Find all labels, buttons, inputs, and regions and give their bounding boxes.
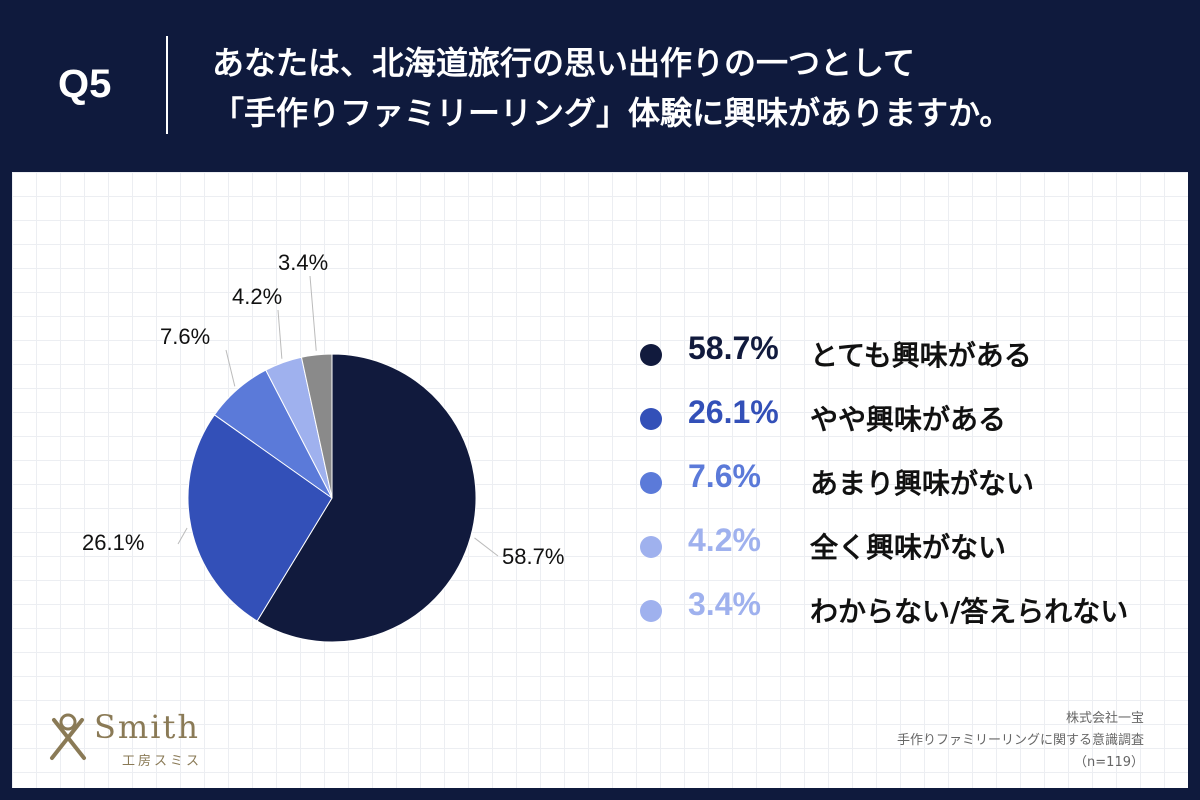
header: Q5 あなたは、北海道旅行の思い出作りの一つとして 「手作りファミリーリング」体… [0,0,1200,170]
leader-line-4 [277,309,283,359]
legend-label: やや興味がある [810,403,1007,436]
chart-panel: 58.7% 26.1% 7.6% 4.2% 3.4% 58.7% とても興味がある 26.1… [12,172,1188,788]
question-number: Q5 [58,62,112,106]
brand-logo: Smith 工房スミス [46,708,246,778]
crossed-tools-icon [50,713,86,760]
source-survey: 手作りファミリーリングに関する意識調査 [896,733,1144,748]
slice-label-1: 58.7% [502,544,564,569]
legend-label: 全く興味がない [810,531,1007,564]
leader-line-1 [474,537,499,557]
legend-percent: 3.4% [688,586,761,622]
slice-label-3: 7.6% [160,324,210,349]
header-divider [166,36,168,134]
legend-percent: 7.6% [688,458,761,494]
pie-chart: 58.7% 26.1% 7.6% 4.2% 3.4% [82,250,564,643]
logo-wordmark: Smith [94,708,200,746]
pie-slice-5 [300,353,333,499]
pie-slice-1 [256,353,477,643]
pie-slice-2 [187,414,333,622]
leader-line-2 [177,527,188,545]
source-sample: （n=119） [1074,755,1144,770]
legend-dot-icon [640,344,662,366]
logo-subtitle: 工房スミス [122,754,203,769]
legend-dot-icon [640,408,662,430]
legend-label: わからない/答えられない [810,595,1129,628]
slice-label-2: 26.1% [82,530,144,555]
legend-percent: 26.1% [688,394,779,430]
legend-percent: 58.7% [688,330,779,366]
legend-dot-icon [640,600,662,622]
slice-label-4: 4.2% [232,284,282,309]
title-line-2: 「手作りファミリーリング」体験に興味がありますか。 [212,94,1012,132]
question-title: あなたは、北海道旅行の思い出作りの一つとして 「手作りファミリーリング」体験に興… [212,38,1011,138]
leader-line-3 [225,349,236,387]
slice-label-5: 3.4% [278,250,328,275]
title-line-1: あなたは、北海道旅行の思い出作りの一つとして [212,44,916,82]
legend-label: あまり興味がない [810,467,1035,500]
source-note: 株式会社一宝 手作りファミリーリングに関する意識調査 （n=119） [897,708,1144,774]
legend-label: とても興味がある [810,339,1032,372]
source-company: 株式会社一宝 [1065,711,1144,726]
leader-line-5 [309,275,317,351]
legend-dot-icon [640,472,662,494]
legend-dot-icon [640,536,662,558]
legend-percent: 4.2% [688,522,761,558]
